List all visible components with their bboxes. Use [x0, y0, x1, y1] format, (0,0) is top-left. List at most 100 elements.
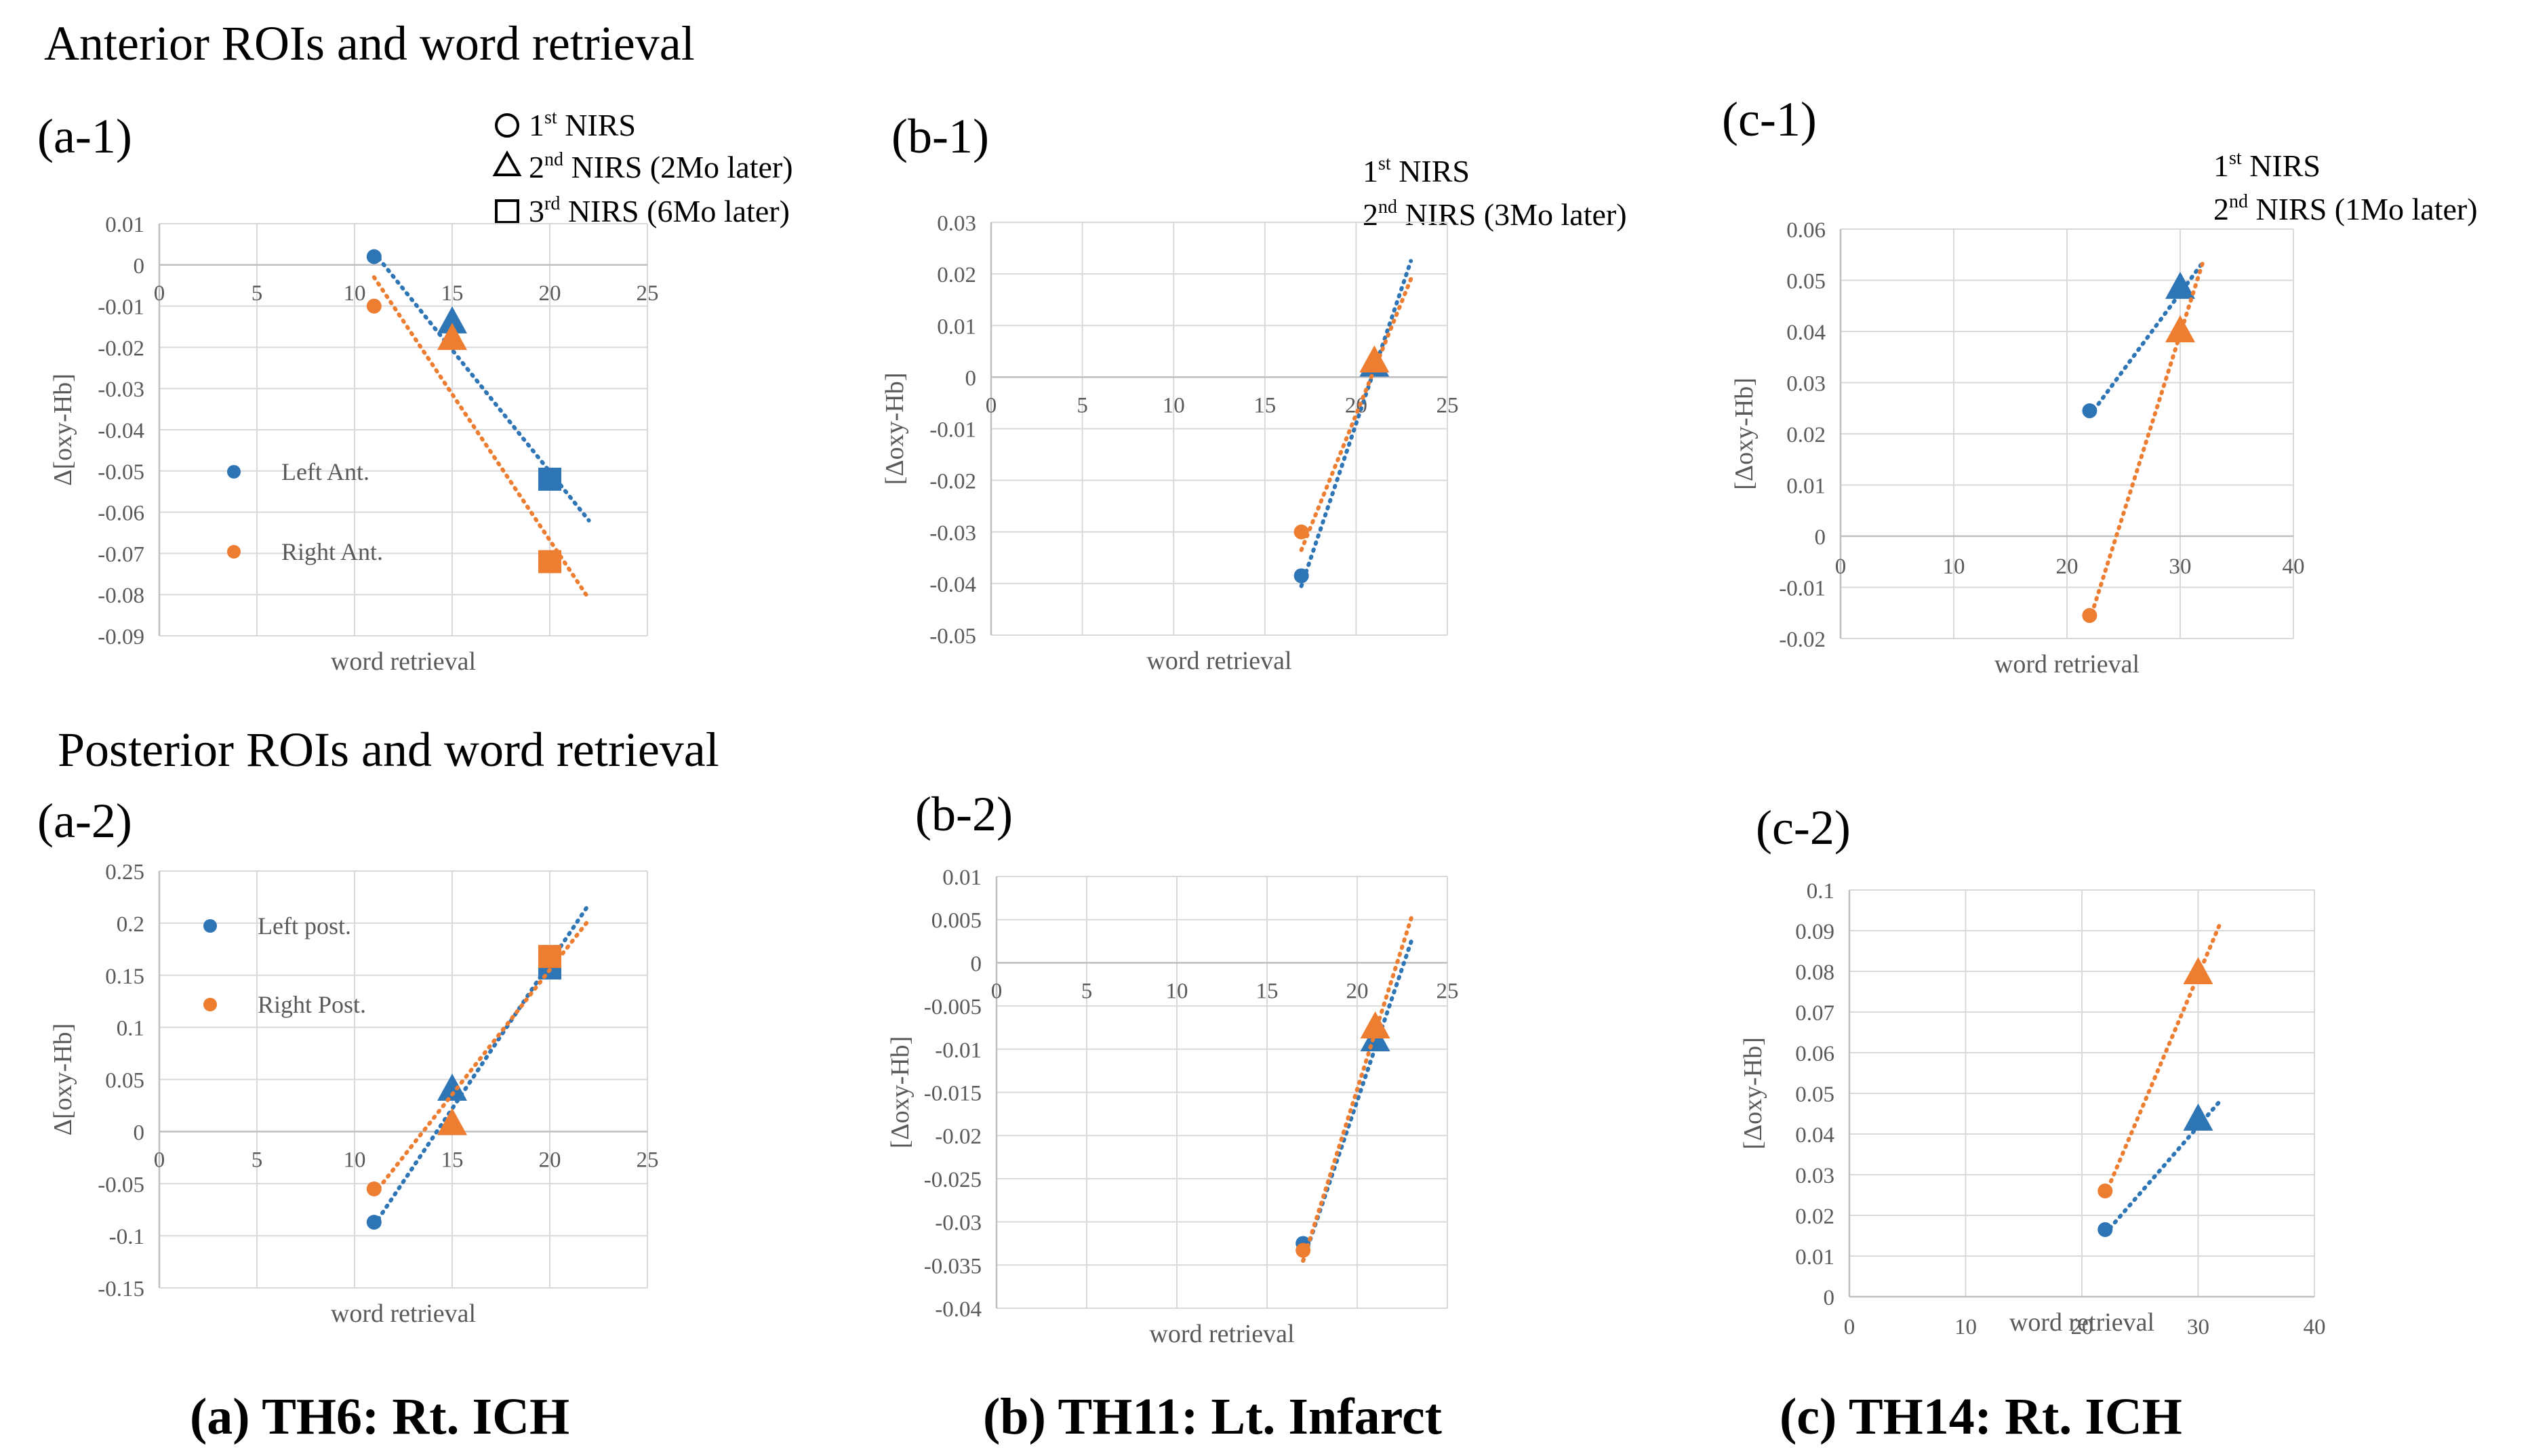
x-tick-label: 15 — [1256, 979, 1279, 1003]
data-point-triangle-blue — [2183, 1104, 2213, 1131]
data-point-triangle-blue — [437, 1073, 467, 1101]
y-tick-label: 0.03 — [1795, 1164, 1834, 1188]
y-tick-label: 0.05 — [1786, 270, 1826, 294]
x-tick-label: 10 — [1943, 554, 1965, 579]
y-tick-label: 0.1 — [1807, 879, 1834, 904]
y-tick-label: -0.04 — [935, 1297, 982, 1322]
x-tick-label: 30 — [2169, 554, 2192, 579]
legend-circle-marker — [495, 113, 519, 138]
y-tick-label: 0.05 — [105, 1069, 144, 1093]
heading-posterior: Posterior ROIs and word retrieval — [58, 723, 719, 777]
y-tick-label: 0.06 — [1786, 218, 1826, 243]
legend-first-nirs: 1st NIRS — [529, 107, 636, 142]
y-tick-label: -0.03 — [98, 378, 144, 402]
y-tick-label: 0.01 — [942, 866, 982, 890]
legend-b-first-nirs: 1st NIRS — [1363, 153, 1470, 188]
series-legend-marker-orange — [227, 545, 241, 559]
y-tick-label: 0.02 — [937, 263, 976, 287]
y-tick-label: -0.005 — [924, 995, 982, 1019]
y-tick-label: 0.15 — [105, 965, 144, 989]
chart-b2: 0.01 0.005 0 -0.005 -0.01 -0.015 -0.02 -0.025 -0… — [886, 866, 1459, 1348]
x-tick-label: 25 — [637, 1148, 659, 1172]
data-point-circle-blue — [2097, 1222, 2113, 1237]
x-tick-label: 10 — [344, 281, 366, 306]
y-tick-label: 0.1 — [117, 1017, 144, 1041]
y-tick-label: 0 — [971, 952, 982, 976]
y-tick-label: 0.07 — [1795, 1001, 1834, 1026]
x-tick-label: 20 — [539, 1148, 561, 1172]
trendline-blue — [1299, 259, 1413, 588]
data-point-triangle-orange — [1360, 1011, 1390, 1038]
data-point-triangle-orange — [437, 323, 467, 350]
y-tick-label: 0.05 — [1795, 1083, 1834, 1107]
series-legend-label: Right Post. — [258, 991, 366, 1018]
y-tick-label: 0.01 — [937, 315, 976, 339]
trendline-orange — [372, 275, 591, 601]
y-tick-label: 0.03 — [1786, 372, 1826, 397]
y-tick-label: -0.025 — [924, 1168, 982, 1192]
x-tick-label: 15 — [441, 1148, 464, 1172]
y-tick-label: -0.01 — [929, 418, 976, 443]
x-tick-label: 40 — [2304, 1315, 2326, 1339]
panel-label-c1: (c-1) — [1722, 92, 1817, 146]
x-axis-title: word retrieval — [331, 1299, 476, 1328]
data-point-square-orange — [538, 550, 561, 573]
caption-b: (b) TH11: Lt. Infarct — [983, 1388, 1442, 1445]
y-tick-label: 0.01 — [1795, 1245, 1834, 1270]
trendline-orange — [1301, 916, 1413, 1263]
legend-third-nirs: 3rd NIRS (6Mo later) — [529, 193, 790, 228]
caption-a: (a) TH6: Rt. ICH — [190, 1388, 569, 1445]
y-tick-label: -0.05 — [98, 460, 144, 485]
legend-visits-a: 1st NIRS 2nd NIRS (2Mo later) 3rd NIRS (… — [492, 107, 793, 228]
y-axis-title: Δ[oxy-Hb] — [49, 1024, 77, 1136]
series-legend-label: Left Ant. — [281, 458, 369, 485]
legend-c-first-nirs: 1st NIRS — [2213, 148, 2321, 183]
chart-a1: 0.01 0 -0.01 -0.02 -0.03 -0.04 -0.05 -0.06 -0.07… — [49, 213, 659, 676]
x-tick-label: 20 — [539, 281, 561, 306]
y-tick-label: -0.01 — [1779, 577, 1826, 601]
y-tick-label: -0.06 — [98, 502, 144, 526]
y-axis-title: Δ[oxy-Hb] — [49, 373, 77, 486]
x-tick-label: 5 — [252, 1148, 263, 1172]
y-tick-label: 0.09 — [1795, 920, 1834, 944]
y-tick-label: -0.01 — [935, 1038, 982, 1063]
x-tick-label: 25 — [1437, 979, 1459, 1003]
x-tick-label: 20 — [1346, 979, 1369, 1003]
y-tick-label: -0.03 — [935, 1211, 982, 1236]
data-point-triangle-orange — [1359, 345, 1390, 373]
series-legend-marker-orange — [203, 998, 217, 1011]
panel-label-b2: (b-2) — [915, 787, 1013, 841]
data-point-circle-blue — [2082, 403, 2097, 419]
series-legend-label: Left post. — [258, 912, 351, 939]
x-tick-label: 0 — [154, 281, 165, 306]
x-tick-label: 10 — [344, 1148, 366, 1172]
y-tick-label: -0.03 — [929, 521, 976, 546]
x-axis-title: word retrieval — [2009, 1308, 2154, 1337]
x-tick-label: 0 — [154, 1148, 165, 1172]
y-tick-label: 0.01 — [1786, 474, 1826, 499]
panel-label-c2: (c-2) — [1756, 801, 1851, 855]
y-tick-label: -0.09 — [98, 625, 144, 649]
series-legend-marker-blue — [203, 919, 217, 933]
y-tick-label: 0 — [965, 366, 977, 390]
x-tick-label: 15 — [1253, 393, 1276, 418]
y-tick-label: 0 — [1824, 1286, 1835, 1310]
x-tick-label: 0 — [986, 393, 997, 418]
y-tick-label: 0.01 — [105, 213, 144, 237]
y-axis-title: [Δoxy-Hb] — [886, 1036, 915, 1149]
y-tick-label: -0.035 — [924, 1254, 982, 1278]
series-legend-marker-blue — [227, 465, 241, 479]
data-point-circle-orange — [1296, 1242, 1311, 1258]
x-tick-label: 5 — [252, 281, 263, 306]
chart-b1: 0.03 0.02 0.01 0 -0.01 -0.02 -0.03 -0.04 -0.05 0 5… — [881, 211, 1459, 675]
panel-label-a2: (a-2) — [37, 794, 132, 848]
y-tick-label: 0.04 — [1795, 1123, 1834, 1148]
x-tick-label: 25 — [637, 281, 659, 306]
legend-second-nirs: 2nd NIRS (2Mo later) — [529, 149, 793, 184]
y-tick-label: -0.05 — [98, 1173, 144, 1197]
y-axis-title: [Δoxy-Hb] — [1730, 378, 1759, 490]
legend-visits-b: 1st NIRS 2nd NIRS (3Mo later) — [1363, 153, 1627, 232]
x-axis-title: word retrieval — [331, 647, 476, 676]
data-point-circle-blue — [1293, 568, 1309, 584]
data-point-triangle-orange — [437, 1108, 467, 1135]
